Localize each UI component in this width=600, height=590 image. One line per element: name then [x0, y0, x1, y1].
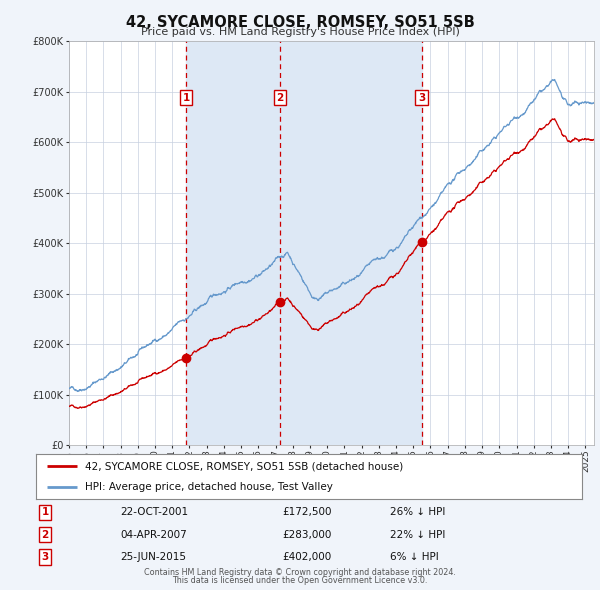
Text: 22-OCT-2001: 22-OCT-2001: [120, 507, 188, 517]
Text: 2: 2: [277, 93, 284, 103]
Text: This data is licensed under the Open Government Licence v3.0.: This data is licensed under the Open Gov…: [172, 576, 428, 585]
Text: 3: 3: [41, 552, 49, 562]
Text: 6% ↓ HPI: 6% ↓ HPI: [390, 552, 439, 562]
Text: 42, SYCAMORE CLOSE, ROMSEY, SO51 5SB: 42, SYCAMORE CLOSE, ROMSEY, SO51 5SB: [125, 15, 475, 30]
Text: 42, SYCAMORE CLOSE, ROMSEY, SO51 5SB (detached house): 42, SYCAMORE CLOSE, ROMSEY, SO51 5SB (de…: [85, 461, 403, 471]
Text: 1: 1: [41, 507, 49, 517]
Text: 25-JUN-2015: 25-JUN-2015: [120, 552, 186, 562]
Text: 04-APR-2007: 04-APR-2007: [120, 530, 187, 539]
Text: £172,500: £172,500: [282, 507, 331, 517]
Text: 2: 2: [41, 530, 49, 539]
Text: Contains HM Land Registry data © Crown copyright and database right 2024.: Contains HM Land Registry data © Crown c…: [144, 568, 456, 577]
Text: £283,000: £283,000: [282, 530, 331, 539]
Text: 3: 3: [418, 93, 425, 103]
Text: 1: 1: [182, 93, 190, 103]
Text: HPI: Average price, detached house, Test Valley: HPI: Average price, detached house, Test…: [85, 481, 333, 491]
Text: 22% ↓ HPI: 22% ↓ HPI: [390, 530, 445, 539]
Text: £402,000: £402,000: [282, 552, 331, 562]
Bar: [186, 41, 422, 445]
Text: 26% ↓ HPI: 26% ↓ HPI: [390, 507, 445, 517]
Text: Price paid vs. HM Land Registry's House Price Index (HPI): Price paid vs. HM Land Registry's House …: [140, 27, 460, 37]
